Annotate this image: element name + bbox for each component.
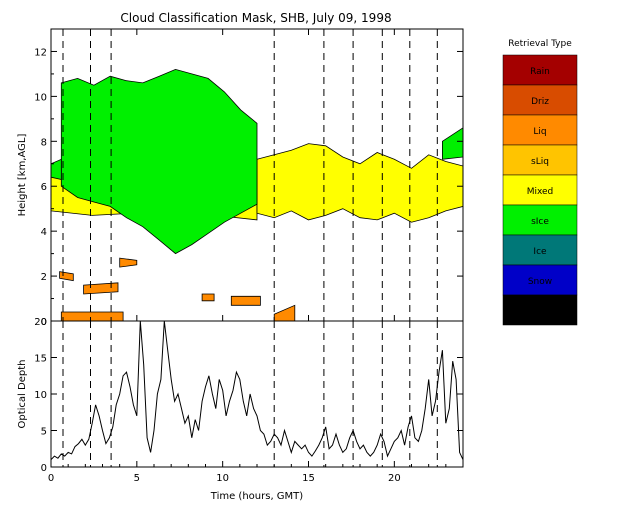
legend-label-mixed: Mixed bbox=[527, 187, 554, 197]
region-liq-7 bbox=[119, 257, 138, 268]
legend-swatch-sice bbox=[502, 204, 578, 236]
legend-label-uncrt: Uncrt bbox=[528, 307, 553, 317]
classification-mask-plot: 0 2 4 6 8 10 12 Height [km,AGL] bbox=[17, 28, 464, 328]
legend-label-driz: Driz bbox=[531, 97, 549, 107]
legend-label-snow: Snow bbox=[528, 277, 552, 287]
x-tick-label-0: 0 bbox=[48, 473, 54, 484]
legend-swatch-driz bbox=[502, 84, 578, 116]
legend-swatch-ice bbox=[502, 234, 578, 266]
bottom-y-tick-label-0: 0 bbox=[41, 463, 47, 474]
legend-label-liq: Liq bbox=[533, 127, 546, 137]
top-y-tick-label-10: 10 bbox=[34, 92, 47, 103]
legend-label-rain: Rain bbox=[530, 67, 550, 77]
x-tick-label-10: 10 bbox=[216, 473, 229, 484]
region-liq-10 bbox=[273, 304, 296, 321]
legend-swatch-mixed bbox=[502, 174, 578, 206]
top-y-tick-label-12: 12 bbox=[34, 47, 47, 58]
legend-label-sice: sIce bbox=[531, 217, 549, 227]
x-tick-label-15: 15 bbox=[302, 473, 315, 484]
optical-depth-line bbox=[51, 321, 463, 461]
region-sice-4 bbox=[441, 127, 463, 160]
bottom-y-tick-label-20: 20 bbox=[34, 317, 47, 328]
x-axis-label: Time (hours, GMT) bbox=[210, 491, 304, 502]
legend-label-ice: Ice bbox=[533, 247, 547, 257]
legend-swatch-rain bbox=[502, 54, 578, 86]
top-y-axis-label: Height [km,AGL] bbox=[17, 134, 28, 217]
region-liq-9 bbox=[230, 295, 261, 306]
legend-swatch-sliq bbox=[502, 144, 578, 176]
region-sice-3 bbox=[51, 158, 62, 180]
region-liq-6 bbox=[83, 282, 119, 295]
region-liq-5 bbox=[59, 271, 74, 282]
legend-swatch-liq bbox=[502, 114, 578, 146]
top-y-tick-label-4: 4 bbox=[41, 227, 47, 238]
top-y-tick-label-2: 2 bbox=[41, 272, 47, 283]
top-y-tick-label-0: 0 bbox=[41, 317, 47, 328]
legend-swatch-uncrt bbox=[502, 294, 578, 326]
region-liq-11 bbox=[60, 311, 124, 321]
bottom-y-tick-label-10: 10 bbox=[34, 390, 47, 401]
region-sice-2 bbox=[60, 68, 258, 255]
legend-title: Retrieval Type bbox=[508, 39, 572, 49]
x-tick-label-20: 20 bbox=[388, 473, 401, 484]
bottom-y-tick-label-5: 5 bbox=[41, 427, 47, 438]
legend-swatch-snow bbox=[502, 264, 578, 296]
top-y-tick-label-6: 6 bbox=[41, 182, 47, 193]
chart-title: Cloud Classification Mask, SHB, July 09,… bbox=[120, 11, 391, 25]
top-y-tick-label-8: 8 bbox=[41, 137, 47, 148]
legend: Retrieval Type Rain Driz Liq sLiq Mixed sIce I… bbox=[502, 39, 578, 326]
bottom-y-axis-label: Optical Depth bbox=[17, 360, 28, 429]
x-tick-label-5: 5 bbox=[134, 473, 140, 484]
region-mixed-1 bbox=[256, 143, 463, 223]
region-liq-8 bbox=[201, 293, 215, 302]
bottom-y-tick-label-15: 15 bbox=[34, 354, 47, 365]
bottom-plot-frame bbox=[50, 320, 464, 468]
legend-label-sliq: sLiq bbox=[531, 157, 549, 167]
